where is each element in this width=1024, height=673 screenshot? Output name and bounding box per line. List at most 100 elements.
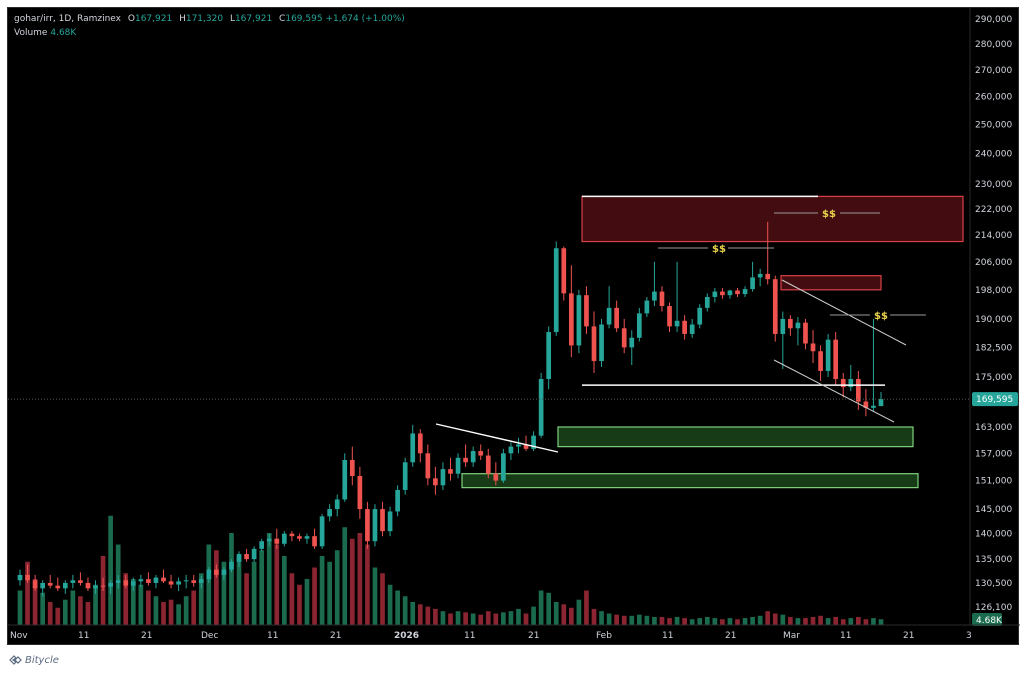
volume-bar: [508, 611, 514, 625]
candle: [93, 580, 98, 594]
candle-body: [840, 379, 846, 388]
volume-bar: [251, 561, 257, 625]
candle-body: [561, 248, 567, 294]
candle: [153, 574, 159, 589]
candle-body: [380, 509, 385, 532]
low-value: 167,921: [234, 14, 273, 24]
price-tick-label: 250,000: [975, 121, 1012, 131]
volume-bar: [32, 579, 38, 625]
price-axis[interactable]: 290,000 280,000 270,000 260,000 250,000 240,0…: [969, 8, 1018, 626]
volume-bar: [387, 584, 393, 625]
volume-bar: [70, 590, 76, 625]
price-tick-label: 240,000: [975, 150, 1012, 160]
volume-bar: [697, 618, 703, 625]
volume-bar: [614, 614, 619, 625]
volume-bar: [448, 613, 453, 625]
volume-label[interactable]: Volume: [14, 28, 48, 38]
candle: [206, 567, 212, 583]
candle: [667, 302, 672, 333]
volume-bar: [214, 550, 219, 625]
candle: [576, 289, 582, 354]
candle-body: [810, 343, 816, 352]
volume-bar: [274, 544, 280, 625]
symbol-label[interactable]: gohar/irr, 1D, Ramzinex: [14, 14, 121, 24]
date-tick-label: 11: [662, 631, 673, 641]
price-tick-label: 206,000: [975, 258, 1012, 268]
volume-bar: [682, 618, 687, 625]
candle: [168, 574, 174, 589]
volume-bar: [576, 599, 582, 625]
date-tick-label: Mar: [783, 631, 800, 641]
candle-body: [78, 580, 83, 583]
candle: [312, 528, 317, 549]
candle-body: [274, 538, 280, 544]
volume-bar: [342, 527, 348, 625]
candle-body: [606, 307, 612, 325]
candle: [644, 296, 650, 318]
price-tick-label: 135,000: [975, 555, 1012, 565]
candle: [176, 577, 181, 592]
candle-body: [727, 290, 733, 296]
volume-bar: [372, 567, 378, 625]
price-tick-label: 270,000: [975, 66, 1012, 76]
candle-body: [508, 446, 514, 454]
volume-bar: [153, 596, 159, 625]
candle: [546, 326, 552, 390]
candle: [599, 318, 604, 367]
candle-body: [297, 536, 302, 539]
candle-body: [493, 473, 499, 481]
candle: [561, 246, 567, 301]
time-axis[interactable]: Nov 11 21 Dec 11 21 2026 11 21 Feb 11 21 Mar 11 21 3: [8, 624, 1020, 641]
candle-body: [221, 569, 227, 575]
candle: [863, 389, 869, 417]
volume-bar: [455, 611, 461, 625]
zone-layer: [461, 195, 964, 489]
candle: [712, 288, 718, 303]
last-price-badge: [972, 392, 1018, 407]
candle-body: [735, 290, 740, 295]
candle-body: [591, 326, 597, 362]
volume-bar: [402, 596, 408, 625]
candle-body: [327, 509, 332, 517]
price-chart[interactable]: $$ $$ $$ 290,000 280,000 270,000 260,000 250,0…: [8, 8, 1020, 646]
candle: [100, 577, 106, 592]
channel-upper-line: [781, 279, 907, 346]
candle-body: [470, 451, 476, 463]
volume-bar: [425, 606, 431, 625]
date-tick-label: 21: [725, 631, 736, 641]
candle: [146, 572, 151, 586]
candle: [282, 531, 287, 547]
candle-body: [251, 548, 257, 560]
volume-bar: [599, 611, 604, 625]
candle: [440, 462, 446, 490]
volume-bar: [478, 614, 484, 625]
date-tick-label: 21: [330, 631, 341, 641]
candle-body: [833, 339, 839, 380]
candle: [433, 466, 438, 495]
price-tick-label: 182,500: [975, 343, 1012, 353]
candle: [780, 311, 786, 369]
candle-body: [93, 585, 98, 589]
candle: [372, 504, 378, 547]
candle: [772, 275, 778, 342]
candle-body: [667, 306, 672, 327]
candle: [402, 457, 408, 495]
candle-body: [742, 289, 748, 295]
chart-frame[interactable]: $$ $$ $$ 290,000 280,000 270,000 260,000 250,0…: [7, 7, 1020, 646]
candle-body: [146, 579, 151, 583]
volume-bar: [183, 596, 189, 625]
candle: [161, 569, 166, 583]
candle: [349, 446, 355, 486]
candle: [825, 333, 831, 377]
candle-body: [32, 580, 38, 589]
candle-body: [191, 580, 197, 583]
volume-bar: [569, 607, 574, 625]
demand-zone: [461, 473, 919, 489]
volume-bar: [327, 561, 332, 625]
volume-bar: [62, 599, 68, 625]
candle-body: [803, 322, 808, 344]
candle-body: [848, 379, 854, 388]
candle: [289, 531, 295, 542]
candle-body: [395, 489, 400, 512]
date-tick-label: 11: [464, 631, 475, 641]
